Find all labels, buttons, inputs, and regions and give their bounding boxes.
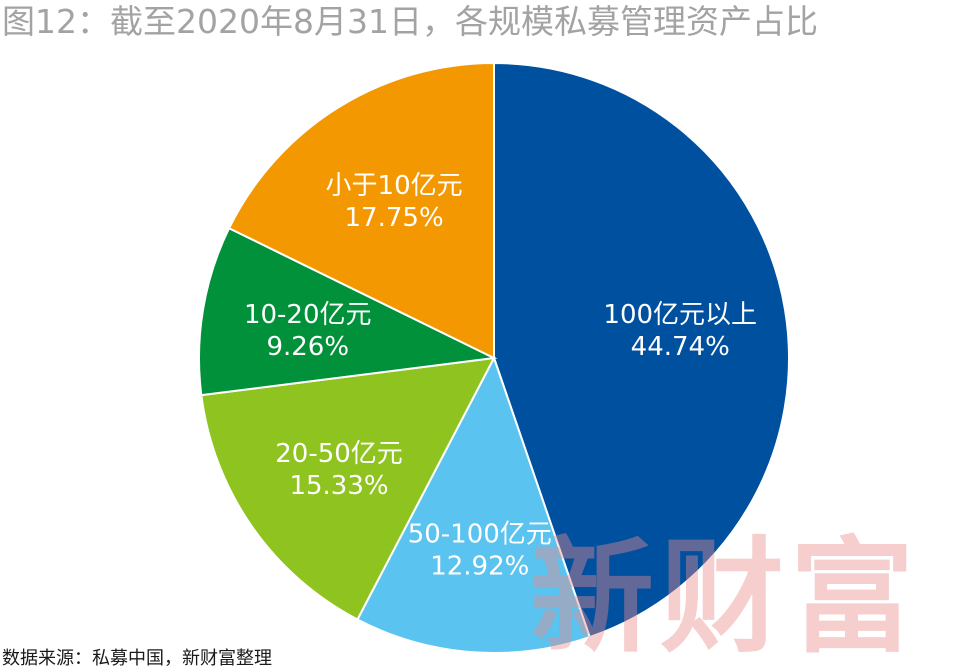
slice-label-2: 50-100亿元 [408, 519, 552, 549]
slice-value-label-1: 44.74% [631, 332, 730, 362]
slice-label-1: 100亿元以上 [603, 300, 757, 330]
slice-value-label-3: 15.33% [289, 471, 388, 501]
slice-value-label-4: 9.26% [266, 332, 349, 362]
pie-slice-1 [493, 61, 790, 639]
pie-slice-5 [227, 61, 495, 360]
slice-value-label-2: 12.92% [430, 551, 529, 581]
slice-value-label-5: 17.75% [345, 203, 444, 233]
chart-title: 图12：截至2020年8月31日，各规模私募管理资产占比 [2, 2, 818, 41]
source-note: 数据来源：私募中国，新财富整理 [2, 648, 272, 669]
slice-label-3: 20-50亿元 [275, 439, 403, 469]
slice-label-5: 小于10亿元 [326, 171, 463, 201]
slice-label-4: 10-20亿元 [244, 300, 372, 330]
pie-slice-2 [356, 355, 592, 654]
pie-slice-3 [200, 356, 496, 621]
pie-slices [198, 61, 790, 654]
pie-slice-4 [198, 226, 498, 397]
